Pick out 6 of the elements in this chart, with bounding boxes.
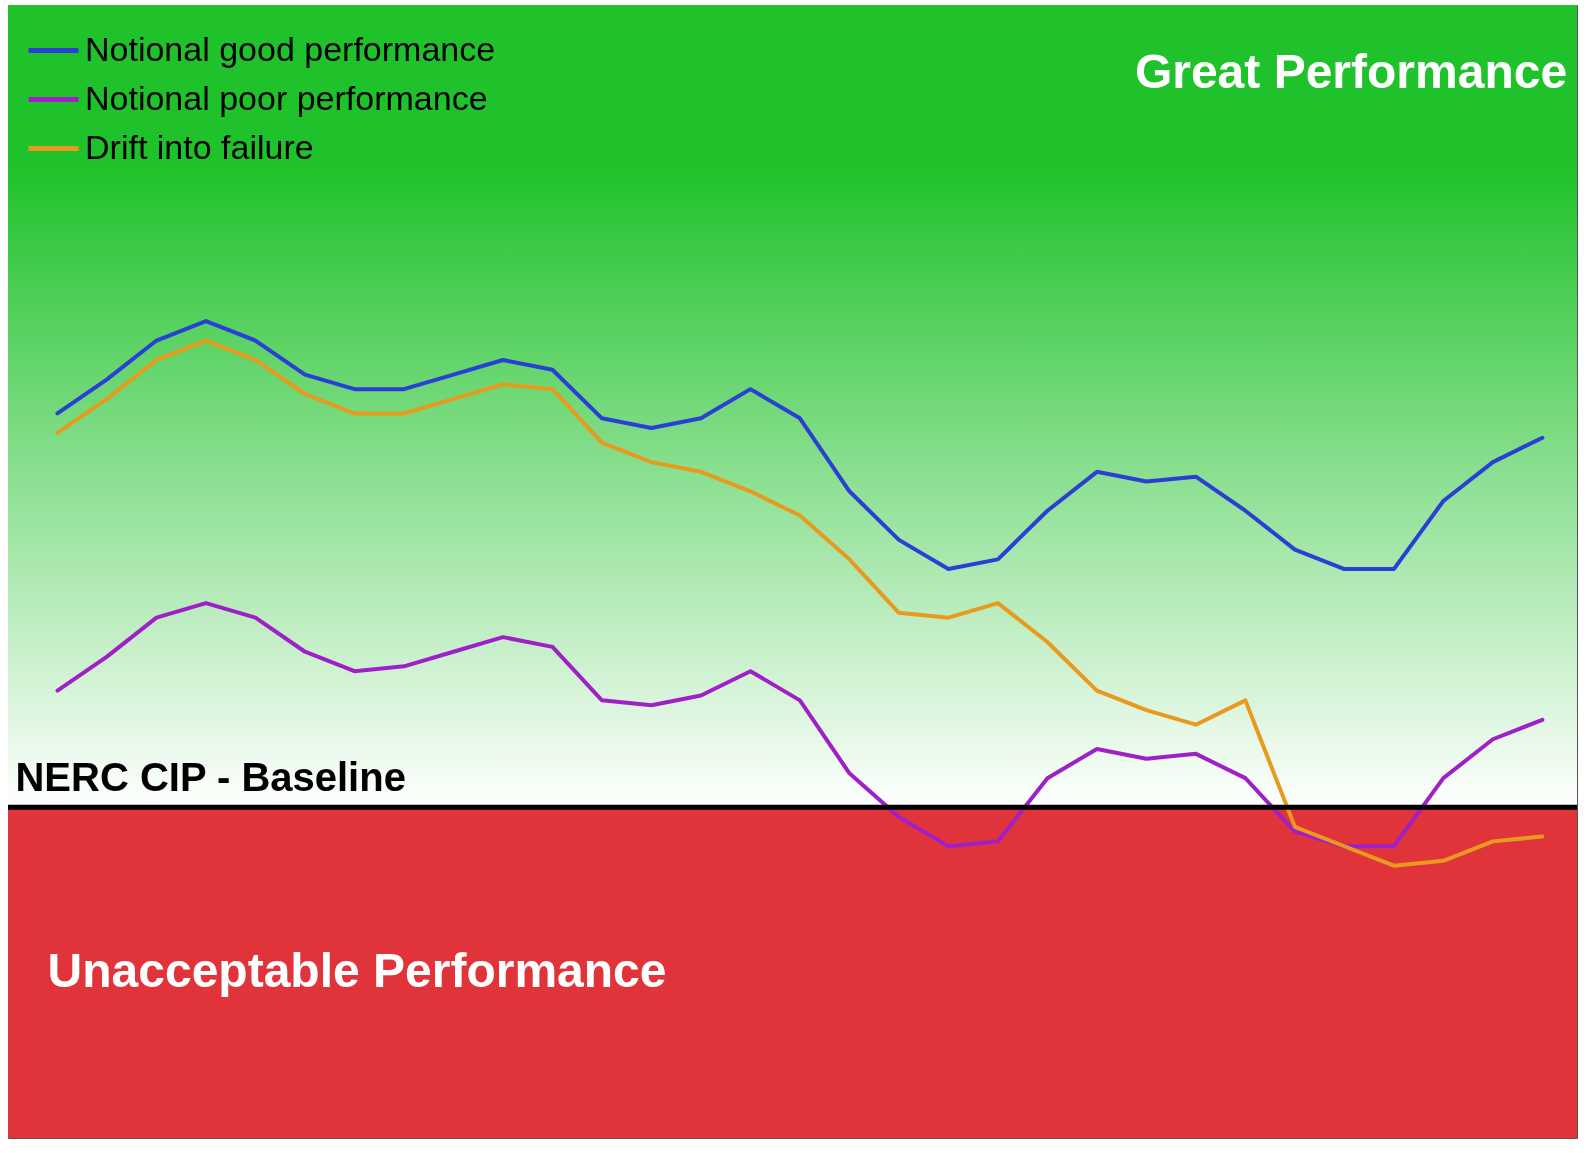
- band-label: Great Performance: [1134, 45, 1568, 98]
- legend-label: Notional poor performance: [85, 78, 488, 117]
- ref-line-label: NERC CIP - Baseline: [15, 755, 406, 800]
- legend-label: Notional good performance: [85, 29, 496, 68]
- legend-label: Drift into failure: [85, 127, 314, 166]
- band-label: Unacceptable Performance: [47, 943, 667, 997]
